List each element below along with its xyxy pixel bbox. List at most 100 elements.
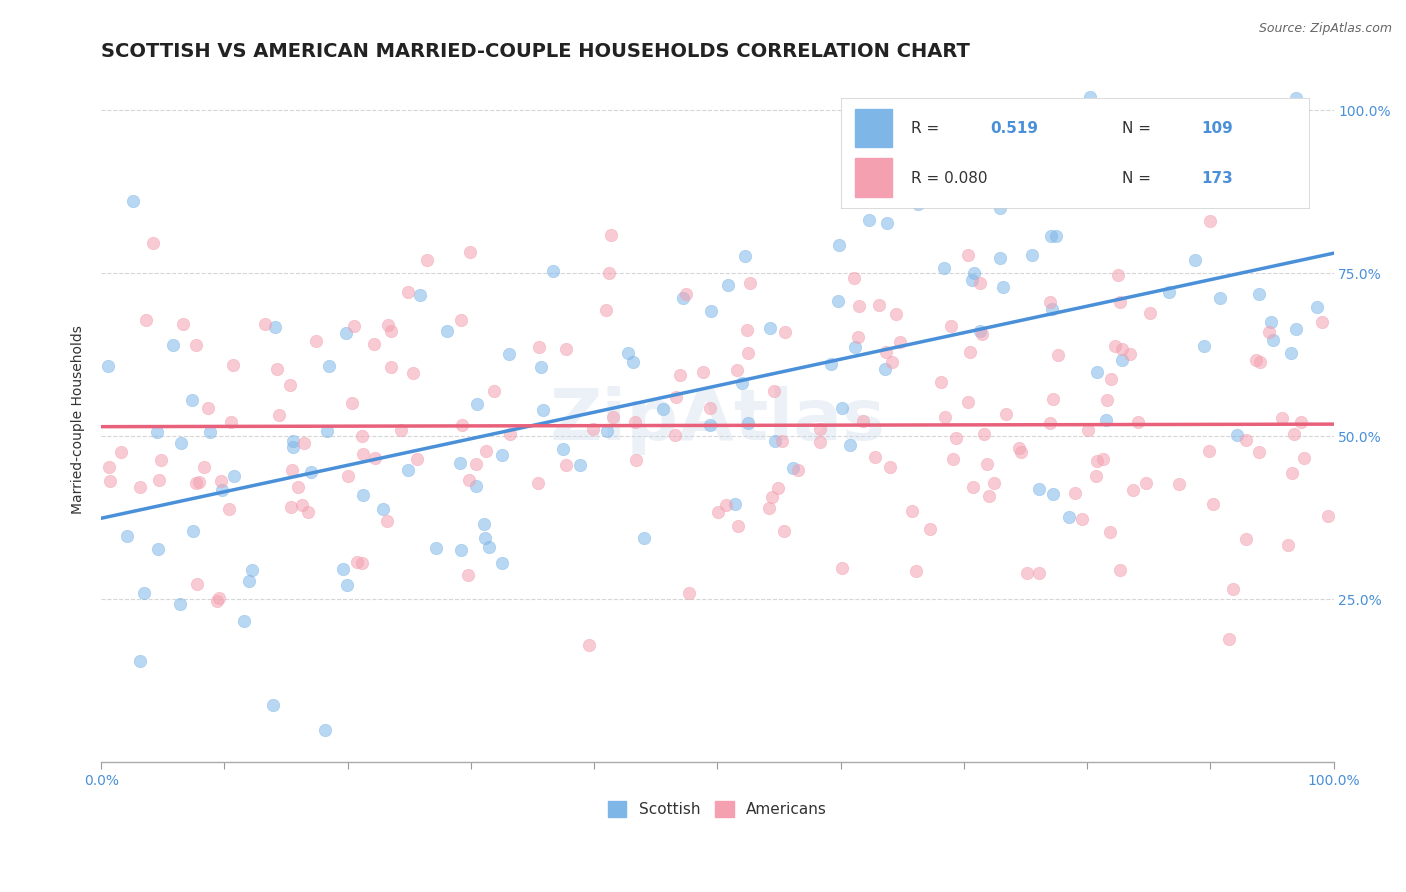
Point [880,355,903,369]
Point [600,228,623,243]
Point [858,213,880,227]
Point [1261,333,1284,347]
Point [724,497,747,511]
Point [458,473,481,487]
Point [725,363,748,377]
Point [1064,486,1087,500]
Point [1281,466,1303,480]
Point [827,294,849,309]
Point [838,438,860,452]
Point [1108,294,1130,309]
Point [988,251,1011,265]
Point [1316,508,1339,523]
Point [1198,443,1220,458]
Point [415,252,437,267]
Point [121,194,143,208]
Point [820,357,842,371]
Point [907,196,929,211]
Point [343,319,366,334]
Point [1234,532,1257,546]
Point [262,698,284,712]
Point [425,541,447,555]
Point [380,324,402,338]
Point [1277,538,1299,552]
Point [617,346,640,360]
Point [375,514,398,528]
Point [1095,392,1118,407]
Point [450,542,472,557]
Point [740,276,762,290]
Point [352,488,374,502]
Point [1306,300,1329,314]
Point [623,415,645,429]
Point [1008,442,1031,456]
Point [482,384,505,399]
Point [1119,346,1142,360]
Point [283,440,305,454]
Point [205,593,228,607]
Point [831,560,853,574]
Point [578,639,600,653]
Point [172,318,194,332]
Point [962,479,984,493]
Point [1244,352,1267,367]
Point [652,401,675,416]
Point [1057,510,1080,524]
Point [474,531,496,545]
Point [436,324,458,338]
Point [1077,424,1099,438]
Point [675,287,697,301]
Point [831,401,853,415]
Point [633,532,655,546]
Point [602,410,624,425]
Point [211,483,233,497]
Point [1157,285,1180,300]
Point [97,359,120,373]
Point [148,473,170,487]
Point [737,346,759,360]
Point [596,424,619,438]
Point [678,586,700,600]
Point [1226,428,1249,442]
Point [808,435,831,450]
Point [1040,301,1063,316]
Point [808,422,831,436]
Point [700,304,723,318]
Point [129,480,152,494]
Point [1028,482,1050,496]
Point [162,338,184,352]
Point [531,402,554,417]
Point [1017,566,1039,581]
Point [1092,451,1115,466]
Point [900,504,922,518]
Point [623,354,645,368]
Point [451,418,474,433]
Point [1271,410,1294,425]
Point [993,280,1015,294]
Point [297,505,319,519]
Point [848,299,870,313]
Point [352,429,374,443]
Point [1107,268,1129,282]
Point [335,326,357,340]
Point [844,340,866,354]
Point [1111,343,1133,357]
Point [278,378,301,392]
Point [787,463,810,477]
Point [332,561,354,575]
Point [1218,632,1240,646]
Point [305,334,328,348]
Point [868,298,890,312]
Point [129,654,152,668]
Point [1284,427,1306,442]
Point [491,556,513,570]
Point [842,271,865,285]
Point [1247,287,1270,301]
Point [828,237,851,252]
Point [624,453,647,467]
Point [988,201,1011,215]
Point [464,457,486,471]
Point [142,236,165,251]
Point [737,323,759,337]
Point [209,475,232,489]
